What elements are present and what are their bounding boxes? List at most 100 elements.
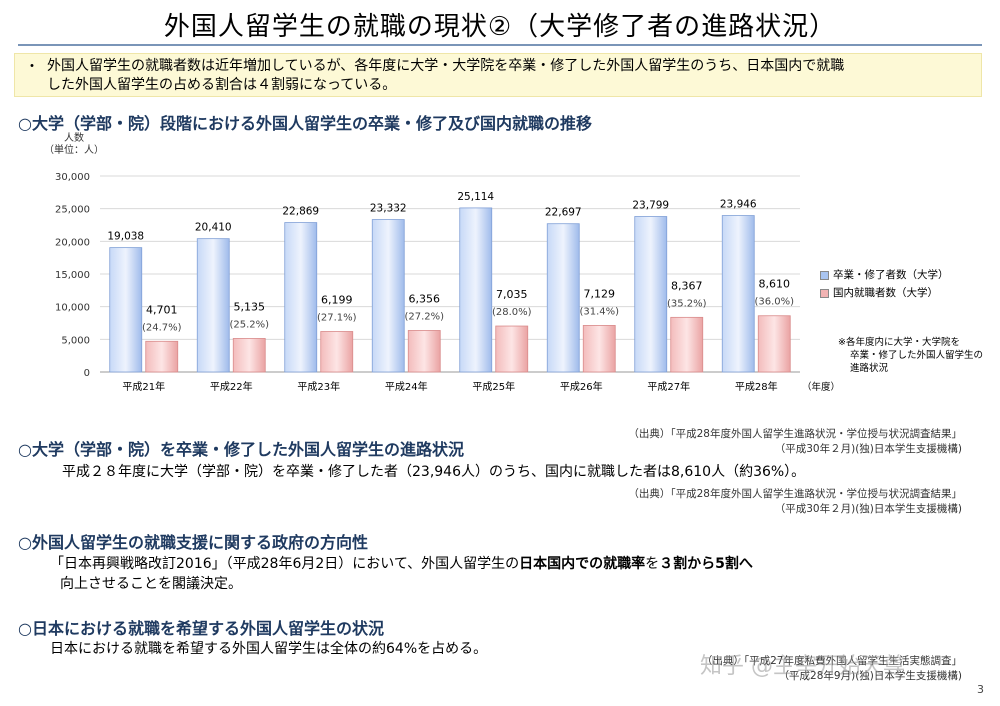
section1-source: （出典）「平成28年度外国人留学生進路状況・学位授与状況調査結果」 （平成30年…: [628, 427, 962, 457]
section4-heading: ○日本における就職を希望する外国人留学生の状況: [18, 619, 384, 638]
summary-bullet: ・: [25, 59, 39, 75]
bar-employed: [232, 338, 266, 373]
title-divider: [18, 44, 982, 46]
legend-label-employed: 国内就職者数（大学）: [833, 287, 938, 299]
section2-heading: ○大学（学部・院）を卒業・修了した外国人留学生の進路状況: [18, 440, 464, 459]
x-tick-label: 平成28年: [735, 380, 778, 393]
chart-note: ※各年度内に大学・大学院を 卒業・修了した外国人留学生の 進路状況: [838, 336, 983, 375]
section3-body-part2: を: [645, 556, 660, 572]
section3-body-bold2: ３割から5割へ: [659, 556, 753, 572]
x-tick-label: 平成27年: [647, 380, 690, 393]
data-label-percent: (28.0%): [492, 307, 532, 318]
section4-source-line-2: （平成28年9月)(独)日本学生支援機構): [778, 670, 962, 682]
x-tick-label: 平成25年: [472, 380, 515, 393]
section1-source-line-2: （平成30年２月)(独)日本学生支援機構): [774, 443, 962, 455]
section3-body-line-1: 「日本再興戦略改訂2016」（平成28年6月2日）において、外国人留学生の日本国…: [50, 553, 753, 573]
data-label-employed: 6,199: [321, 293, 353, 306]
legend-item-employed: 国内就職者数（大学）: [820, 284, 949, 302]
y-tick-label: 0: [84, 368, 90, 379]
x-tick-label: 平成26年: [560, 380, 603, 393]
chart-y-ticks: 0 5,000 10,000 15,000 20,000 25,000 30,000: [55, 172, 90, 379]
section3-body-line-2: 向上させることを閣議決定。: [60, 576, 242, 592]
bar-employed: [145, 340, 179, 373]
bar-employed: [407, 330, 441, 373]
section3-body-part1: 「日本再興戦略改訂2016」（平成28年6月2日）において、外国人留学生の: [50, 556, 520, 572]
data-label-percent: (24.7%): [142, 322, 182, 333]
data-label-percent: (25.2%): [229, 319, 269, 330]
bar-employed: [670, 316, 704, 373]
data-label-employed: 6,356: [409, 292, 441, 305]
x-axis-label: （年度）: [802, 381, 840, 393]
summary-line-2: した外国人留学生の占める割合は４割弱になっている。: [47, 77, 397, 93]
watermark: 知乎 @主宰开始天尊: [700, 654, 905, 679]
y-tick-label: 25,000: [55, 205, 90, 216]
note-line-2: 卒業・修了した外国人留学生の: [850, 350, 984, 361]
data-label-graduates: 23,332: [370, 203, 407, 215]
bar-graduates: [721, 215, 755, 373]
bar-graduates: [284, 222, 318, 373]
section2-body: 平成２８年度に大学（学部・院）を卒業・修了した者（23,946人）のうち、国内に…: [62, 464, 806, 480]
y-tick-label: 20,000: [55, 237, 90, 248]
chart-unit-label: 人数 （単位：人）: [44, 133, 104, 157]
section4-source: （出典）「平成27年度私費外国人留学生生活実態調査」 （平成28年9月)(独)日…: [702, 654, 962, 684]
bar-graduates: [459, 207, 493, 373]
x-tick-label: 平成23年: [297, 380, 340, 393]
data-label-percent: (31.4%): [579, 306, 619, 317]
section2-source-line-2: （平成30年２月)(独)日本学生支援機構): [774, 503, 962, 515]
section1-source-line-1: （出典）「平成28年度外国人留学生進路状況・学位授与状況調査結果」: [628, 428, 962, 440]
data-label-graduates: 22,697: [545, 207, 582, 219]
data-label-graduates: 25,114: [457, 191, 494, 203]
section4-body: 日本における就職を希望する外国人留学生は全体の約64%を占める。: [50, 641, 488, 657]
bar-employed: [757, 315, 791, 373]
data-label-employed: 7,129: [584, 287, 616, 300]
section4-source-line-1: （出典）「平成27年度私費外国人留学生生活実態調査」: [701, 655, 962, 667]
y-tick-label: 30,000: [55, 172, 90, 183]
x-tick-label: 平成21年: [122, 380, 165, 393]
section3-heading: ○外国人留学生の就職支援に関する政府の方向性: [18, 533, 368, 552]
data-label-employed: 8,610: [759, 278, 791, 291]
bar-graduates: [371, 219, 405, 373]
unit-line-1: 人数: [64, 133, 84, 144]
data-label-percent: (27.1%): [317, 312, 357, 323]
chart-data-labels: 19,038 4,701 (24.7%) 20,410 5,135 (25.2%) 22,8…: [107, 191, 794, 333]
x-tick-label: 平成22年: [210, 380, 253, 393]
page-title: 外国人留学生の就職の現状②（大学修了者の進路状況）: [163, 12, 837, 42]
note-line-3: 進路状況: [850, 363, 889, 374]
legend-swatch-employed: [820, 288, 829, 298]
data-label-graduates: 22,869: [282, 206, 319, 218]
x-tick-label: 平成24年: [385, 380, 428, 393]
chart-grid: [100, 175, 800, 373]
y-tick-label: 5,000: [61, 335, 90, 346]
summary-line-1: 外国人留学生の就職者数は近年増加しているが、各年度に大学・大学院を卒業・修了した…: [47, 58, 845, 74]
data-label-graduates: 19,038: [107, 231, 144, 243]
page-number: 3: [977, 683, 984, 696]
data-label-employed: 4,701: [146, 303, 178, 316]
data-label-graduates: 23,799: [632, 200, 669, 212]
legend-label-graduates: 卒業・修了者数（大学）: [833, 269, 949, 281]
y-tick-label: 10,000: [55, 303, 90, 314]
chart-legend: 卒業・修了者数（大学） 国内就職者数（大学）: [820, 266, 949, 302]
chart-x-ticks: 平成21年 平成22年 平成23年 平成24年 平成25年 平成26年 平成27年 平成28年…: [122, 380, 840, 393]
bar-employed: [320, 331, 354, 373]
data-label-percent: (27.2%): [404, 311, 444, 322]
y-tick-label: 15,000: [55, 270, 90, 281]
data-label-percent: (35.2%): [667, 298, 707, 309]
data-label-employed: 5,135: [234, 300, 266, 313]
summary-box: ・ 外国人留学生の就職者数は近年増加しているが、各年度に大学・大学院を卒業・修了…: [14, 53, 982, 97]
unit-line-2: （単位：人）: [44, 145, 104, 156]
note-line-1: ※各年度内に大学・大学院を: [838, 337, 960, 348]
legend-swatch-graduates: [820, 270, 829, 280]
section3-body-bold: 日本国内での就職率: [519, 556, 646, 572]
bar-employed: [495, 325, 529, 373]
bar-graduates: [546, 223, 580, 373]
legend-item-graduates: 卒業・修了者数（大学）: [820, 266, 949, 284]
bar-graduates: [109, 247, 143, 373]
bar-employed: [582, 325, 616, 373]
bar-graduates: [196, 238, 230, 373]
data-label-employed: 8,367: [671, 279, 703, 292]
chart-bars: [109, 207, 791, 373]
section2-source-line-1: （出典）「平成28年度外国人留学生進路状況・学位授与状況調査結果」: [628, 488, 962, 500]
data-label-graduates: 23,946: [720, 199, 757, 211]
data-label-employed: 7,035: [496, 288, 528, 301]
data-label-graduates: 20,410: [195, 222, 232, 234]
